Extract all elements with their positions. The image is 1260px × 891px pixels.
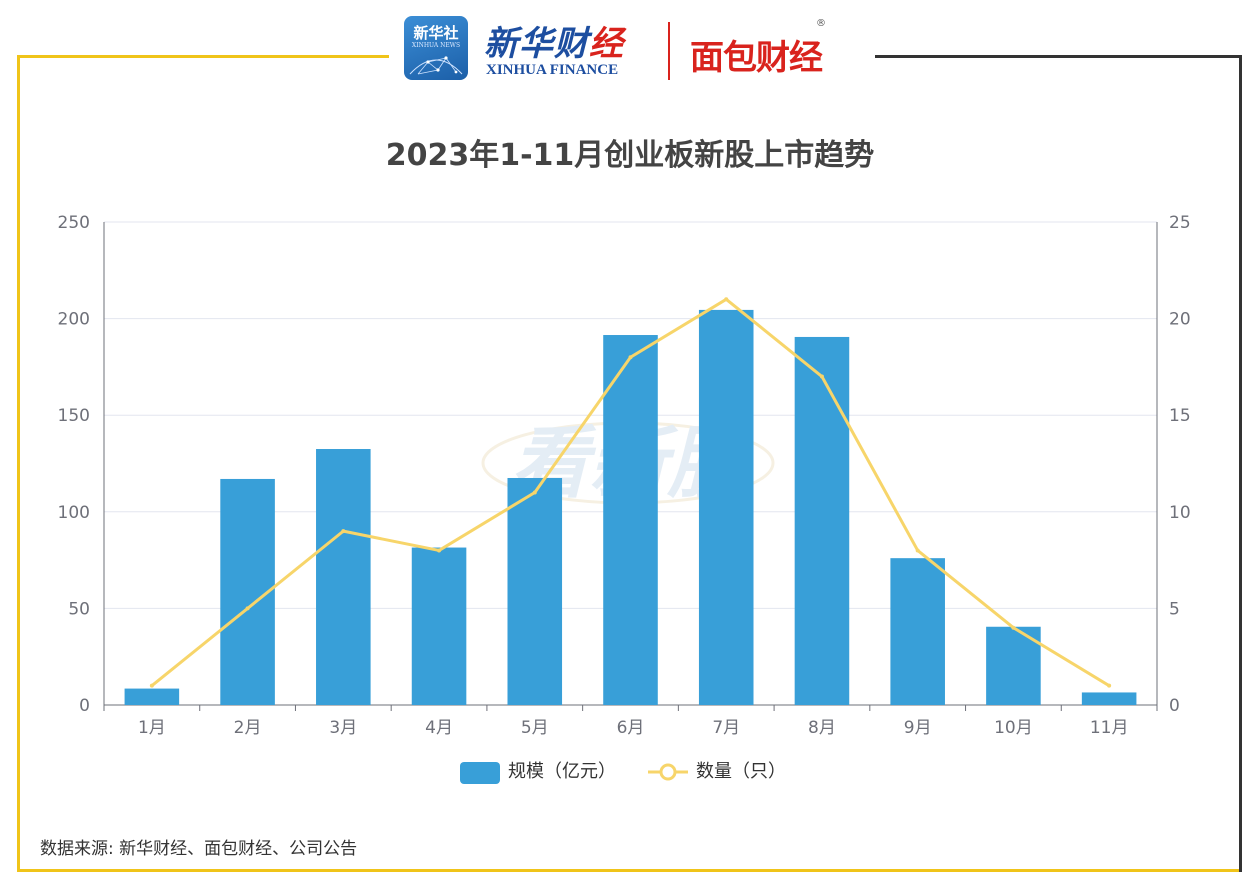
xinhua-finance-cn-red: 经 — [589, 24, 624, 64]
bar — [411, 547, 467, 705]
x-tick-label: 4月 — [425, 718, 453, 738]
xinhua-finance-en-text: XINHUA FINANCE — [486, 62, 619, 78]
legend-line-swatch — [648, 763, 688, 781]
line-point — [437, 548, 442, 553]
mianbao-finance-logo-text: 面包财经 — [690, 38, 823, 78]
bar — [794, 336, 850, 705]
header-divider — [668, 22, 670, 80]
registered-mark: ® — [816, 18, 826, 29]
legend-label-count: 数量（只） — [696, 761, 786, 782]
line-point — [245, 606, 250, 611]
frame-top-right-border — [875, 55, 1242, 58]
frame-bottom-border — [17, 869, 1242, 872]
y-left-tick-label: 0 — [79, 696, 90, 716]
network-globe-icon — [409, 56, 463, 75]
line-point — [724, 297, 729, 302]
line-point — [819, 374, 824, 379]
chart-title: 2023年1-11月创业板新股上市趋势 — [385, 138, 875, 173]
bar — [603, 335, 658, 705]
source-note: 数据来源: 新华财经、面包财经、公司公告 — [40, 839, 358, 859]
x-tick-label: 2月 — [234, 718, 262, 738]
bar — [698, 309, 754, 705]
y-left-tick-label: 200 — [58, 310, 90, 330]
xinhua-finance-logo-text: 新华财经 — [484, 16, 624, 65]
line-point — [915, 548, 920, 553]
x-tick-label: 1月 — [138, 718, 166, 738]
frame-right-border — [1239, 55, 1242, 872]
xinhua-finance-cn-blue: 新华财 — [484, 24, 589, 64]
legend-label-scale: 规模（亿元） — [508, 761, 616, 782]
bar — [1081, 692, 1137, 705]
x-tick-label: 10月 — [994, 718, 1033, 738]
y-left-tick-label: 150 — [58, 406, 90, 426]
x-tick-label: 8月 — [808, 718, 836, 738]
legend-bar-swatch — [460, 762, 500, 784]
line-point — [628, 355, 633, 360]
y-right-tick-label: 15 — [1169, 406, 1191, 426]
xinhua-badge-text: 新华社 — [413, 24, 459, 42]
y-left-tick-label: 100 — [58, 503, 90, 523]
xinhua-news-logo: 新华社 XINHUA NEWS — [404, 16, 468, 80]
y-right-tick-label: 5 — [1169, 599, 1180, 619]
line-point — [149, 683, 154, 688]
x-tick-label: 7月 — [712, 718, 740, 738]
header-logos: 新华社 XINHUA NEWS 新华财经 XINHUA FINANCE 面包财经… — [400, 14, 870, 84]
bar — [316, 449, 371, 705]
line-point — [1107, 683, 1112, 688]
x-tick-label: 9月 — [904, 718, 932, 738]
line-point — [532, 490, 537, 495]
bar — [124, 688, 180, 705]
y-right-tick-label: 25 — [1169, 213, 1191, 233]
x-tick-label: 11月 — [1090, 718, 1129, 738]
y-right-tick-label: 10 — [1169, 503, 1191, 523]
x-tick-label: 3月 — [329, 718, 357, 738]
line-point — [341, 529, 346, 534]
y-right-tick-label: 0 — [1169, 696, 1180, 716]
y-right-tick-label: 20 — [1169, 310, 1191, 330]
y-left-tick-label: 250 — [58, 213, 90, 233]
bar — [507, 477, 563, 705]
frame-left-border — [17, 55, 20, 872]
line-point — [1011, 625, 1016, 630]
bar — [890, 558, 945, 705]
y-left-tick-label: 50 — [68, 599, 90, 619]
x-tick-label: 6月 — [617, 718, 645, 738]
xinhua-badge-subtext: XINHUA NEWS — [411, 42, 461, 49]
frame-top-left-border — [17, 55, 389, 58]
x-tick-label: 5月 — [521, 718, 549, 738]
